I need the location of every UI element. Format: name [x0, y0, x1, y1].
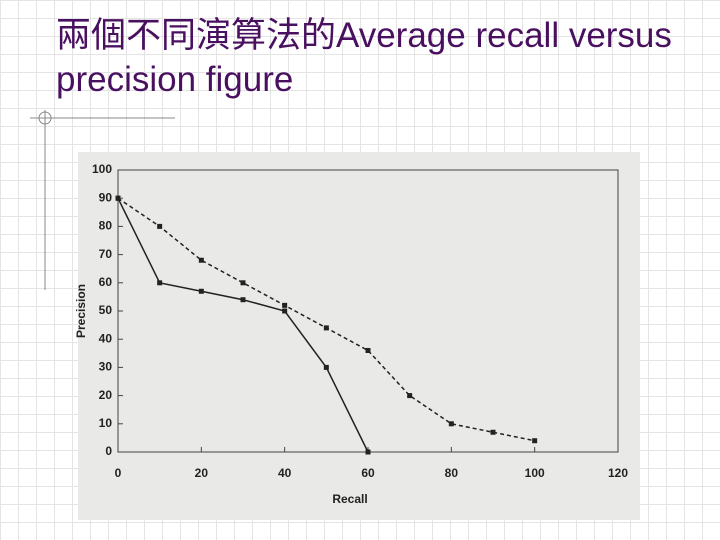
y-tick-label: 50: [99, 303, 113, 317]
point: [282, 308, 288, 314]
decor-circle: [38, 111, 52, 125]
point: [198, 288, 204, 294]
point: [115, 195, 121, 201]
y-tick-label: 40: [99, 331, 113, 345]
point: [282, 302, 288, 308]
y-tick-label: 10: [99, 416, 113, 430]
x-tick-label: 40: [278, 466, 292, 480]
x-tick-label: 120: [608, 466, 628, 480]
point: [448, 421, 454, 427]
point: [198, 257, 204, 263]
y-tick-label: 30: [99, 360, 113, 374]
y-tick-label: 90: [99, 190, 113, 204]
point: [490, 429, 496, 435]
y-tick-label: 80: [99, 219, 113, 233]
x-tick-label: 60: [361, 466, 375, 480]
point: [240, 297, 246, 303]
y-tick-label: 100: [92, 162, 112, 176]
slide-title: 兩個不同演算法的Average recall versus precision …: [56, 16, 672, 99]
point: [157, 223, 163, 229]
y-tick-label: 70: [99, 247, 113, 261]
point: [532, 438, 538, 444]
x-tick-label: 100: [525, 466, 545, 480]
point: [240, 280, 246, 286]
point: [323, 364, 329, 370]
point: [365, 347, 371, 353]
x-tick-label: 20: [195, 466, 209, 480]
x-axis-label: Recall: [332, 492, 367, 506]
y-axis-label: Precision: [74, 284, 88, 338]
y-tick-label: 0: [105, 444, 112, 458]
y-tick-label: 20: [99, 388, 113, 402]
x-tick-label: 80: [445, 466, 459, 480]
x-tick-label: 0: [115, 466, 122, 480]
point: [407, 393, 413, 399]
point: [157, 280, 163, 286]
scan-background: [78, 152, 640, 520]
point: [365, 449, 371, 455]
point: [323, 325, 329, 331]
y-tick-label: 60: [99, 275, 113, 289]
